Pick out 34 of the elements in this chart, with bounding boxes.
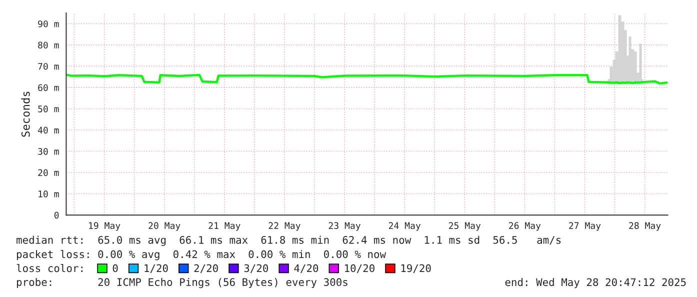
- line-series: [66, 74, 668, 85]
- legend-label: 4/20: [294, 264, 318, 273]
- text: probe: 20 ICMP Echo Pings (56 Bytes) every 300s: [17, 278, 348, 288]
- x-tick-label: 25 May: [448, 222, 481, 231]
- text: median rtt: 65.0 ms avg 66.1 ms max 61.8 ms min 62.4 ms now 1.1 ms sd 56.5 am/s: [16, 236, 561, 246]
- y-tick-label: 40 m: [38, 126, 59, 134]
- x-tick-label: 23 May: [328, 222, 360, 231]
- x-tick-label: 20 May: [148, 222, 180, 231]
- legend-label: 3/20: [244, 264, 268, 273]
- x-tick-label: 21 May: [208, 222, 240, 231]
- y-axis-title: Seconds: [21, 92, 30, 137]
- legend-label: 1/20: [144, 264, 168, 273]
- legend-title: loss color:: [16, 264, 83, 272]
- x-tick-label: 26 May: [509, 222, 541, 231]
- x-tick-label: 19 May: [89, 222, 120, 231]
- legend-label: 0: [112, 264, 118, 272]
- x-tick-label: 28 May: [629, 222, 661, 231]
- y-tick-label: 10 m: [38, 190, 59, 198]
- legend-label: 19/20: [401, 264, 431, 273]
- y-tick-label: 60 m: [38, 84, 59, 92]
- x-tick-label: 22 May: [268, 222, 300, 231]
- y-tick-label: 20 m: [38, 169, 59, 176]
- y-tick-label: 90 m: [38, 20, 59, 28]
- x-tick-label: 24 May: [388, 222, 421, 231]
- legend-label: 2/20: [194, 264, 218, 273]
- y-tick-label: 80 m: [38, 42, 59, 49]
- x-tick-label: 27 May: [569, 222, 601, 231]
- legend-label: 10/20: [345, 264, 374, 273]
- y-tick-label: 0: [54, 212, 59, 219]
- y-tick-label: 50 m: [38, 105, 59, 112]
- text: packet loss: 0.00 % avg 0.42 % max 0.00 % min 0.00 % now: [17, 250, 386, 260]
- text: end: Wed May 28 20:47:12 2025: [505, 278, 686, 288]
- y-tick-label: 70 m: [38, 62, 59, 70]
- y-tick-label: 30 m: [38, 148, 59, 155]
